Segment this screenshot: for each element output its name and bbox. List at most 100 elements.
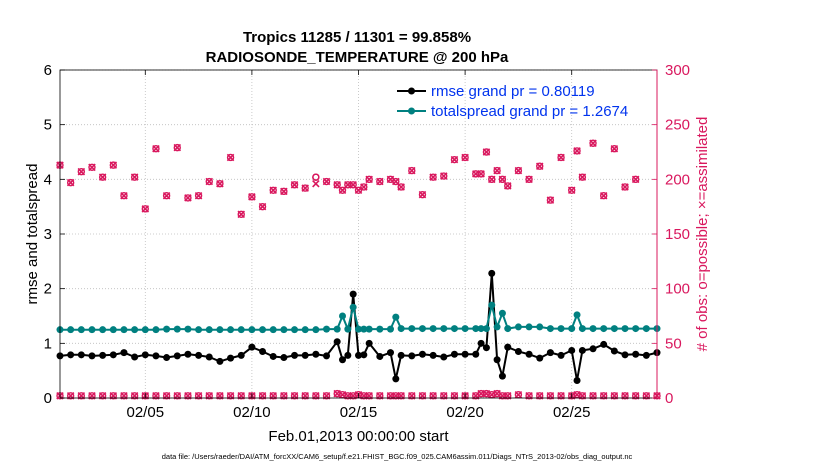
obs-possible-marker	[525, 175, 533, 184]
obs-possible-marker	[141, 392, 149, 400]
rmse-point	[493, 356, 501, 364]
obs-assimilated-marker	[392, 177, 400, 186]
obs-possible-marker	[248, 193, 256, 201]
obs-possible-marker	[536, 162, 544, 170]
y2-tick-label: 100	[665, 281, 690, 298]
obs-possible-marker	[376, 392, 384, 400]
obs-assimilated-marker	[216, 179, 224, 188]
rmse-point	[600, 340, 608, 348]
obs-assimilated-marker	[141, 205, 150, 213]
obs-possible-marker	[237, 210, 245, 219]
obs-possible-marker	[493, 166, 501, 175]
obs-possible-marker	[397, 392, 405, 400]
obs-assimilated-marker	[109, 161, 118, 169]
obs-assimilated-marker	[162, 191, 171, 200]
obs-possible-marker	[290, 181, 299, 189]
totalspread-point	[344, 325, 352, 333]
totalspread-point	[429, 325, 437, 333]
obs-possible-marker	[599, 392, 608, 400]
obs-possible-marker	[152, 145, 160, 153]
obs-possible-marker	[88, 163, 96, 172]
obs-assimilated-marker	[487, 175, 496, 184]
rmse-point	[344, 351, 352, 359]
obs-possible-marker	[269, 392, 277, 400]
obs-possible-marker	[66, 178, 75, 187]
rmse-point	[408, 352, 416, 360]
obs-assimilated-marker	[312, 179, 320, 188]
y-tick-label: 2	[44, 281, 52, 298]
totalspread-point	[227, 326, 235, 334]
y2-tick-label: 50	[665, 335, 682, 352]
totalspread-point	[259, 326, 267, 334]
obs-possible-marker	[578, 392, 587, 400]
totalspread-point	[355, 325, 362, 333]
obs-assimilated-marker	[397, 183, 405, 191]
obs-possible-marker	[120, 392, 128, 400]
rmse-point	[163, 354, 171, 362]
rmse-point	[259, 348, 267, 356]
obs-possible-marker	[408, 166, 416, 175]
totalspread-point	[514, 323, 522, 331]
obs-possible-marker	[322, 392, 331, 400]
obs-assimilated-marker	[333, 389, 341, 398]
obs-assimilated-marker	[498, 175, 507, 184]
obs-possible-marker	[429, 173, 437, 181]
rmse-point	[323, 352, 331, 360]
obs-assimilated-marker	[237, 210, 245, 219]
rmse-point	[488, 269, 496, 277]
y-axis-label: rmse and totalspread	[24, 164, 41, 305]
totalspread-point	[269, 326, 277, 334]
obs-assimilated-marker	[599, 191, 608, 200]
obs-possible-marker	[333, 181, 341, 189]
obs-possible-marker	[397, 183, 405, 191]
rmse-point	[573, 377, 581, 385]
obs-possible-marker	[98, 392, 107, 400]
totalspread-point	[67, 326, 75, 334]
rmse-point	[365, 339, 373, 347]
obs-assimilated-marker	[493, 166, 501, 175]
y2-axis-label: # of obs: o=possible; ×=assimilated	[694, 117, 711, 352]
rmse-point	[173, 352, 181, 360]
obs-assimilated-marker	[386, 175, 395, 184]
obs-possible-marker	[376, 177, 384, 186]
totalspread-point	[472, 325, 480, 333]
legend-entry-totalspread: totalspread grand pr = 1.2674	[431, 103, 628, 120]
obs-assimilated-marker	[77, 167, 86, 176]
obs-possible-marker	[301, 392, 309, 400]
obs-possible-marker	[504, 392, 512, 400]
obs-possible-marker	[461, 153, 469, 162]
rmse-point	[312, 350, 320, 358]
obs-assimilated-marker	[354, 186, 363, 195]
totalspread-point	[386, 325, 394, 333]
totalspread-point	[339, 312, 347, 320]
obs-possible-marker	[450, 155, 459, 164]
totalspread-point	[621, 325, 629, 333]
rmse-point	[99, 351, 107, 359]
obs-assimilated-marker	[487, 390, 496, 399]
obs-assimilated-marker	[503, 182, 512, 190]
obs-possible-marker	[162, 192, 171, 200]
obs-assimilated-marker	[248, 193, 256, 201]
rmse-point	[578, 346, 586, 354]
obs-possible-marker	[408, 392, 416, 400]
obs-assimilated-marker	[493, 389, 501, 398]
obs-assimilated-marker	[429, 173, 437, 181]
obs-possible-marker	[141, 205, 149, 213]
obs-possible-marker	[173, 392, 181, 400]
obs-possible-marker	[536, 392, 544, 400]
obs-assimilated-marker	[631, 175, 640, 184]
obs-assimilated-marker	[546, 196, 555, 204]
totalspread-point	[163, 325, 171, 333]
y2-tick-label: 300	[665, 62, 690, 79]
totalspread-point	[600, 325, 608, 333]
chart-title-line-1: Tropics 11285 / 11301 = 99.858%	[243, 29, 471, 46]
obs-assimilated-marker	[477, 170, 485, 178]
obs-assimilated-marker	[338, 390, 347, 399]
totalspread-point	[237, 326, 245, 334]
obs-assimilated-marker	[258, 202, 267, 211]
data-file-footnote: data file: /Users/raeder/DAI/ATM_forcXX/…	[162, 452, 633, 461]
obs-assimilated-marker	[290, 181, 299, 189]
obs-assimilated-marker	[66, 178, 75, 187]
obs-possible-marker	[546, 392, 555, 400]
